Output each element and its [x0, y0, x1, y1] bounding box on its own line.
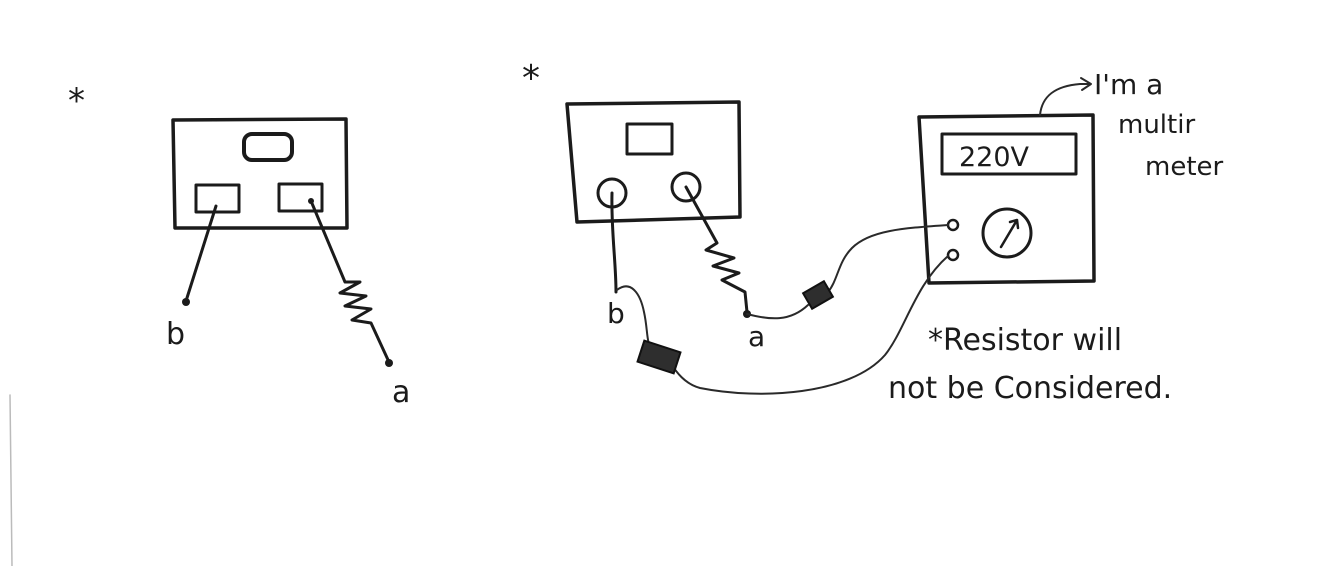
right-wire-b — [610, 191, 618, 294]
left-terminal-a-dot — [385, 359, 393, 367]
left-device-display — [242, 132, 294, 162]
right-sketch: * b a — [522, 58, 809, 353]
multimeter-dial-needle-icon — [999, 218, 1020, 249]
left-socket-b — [194, 183, 241, 214]
left-wire-a-resistor — [309, 199, 391, 364]
right-terminal-a-label: a — [748, 320, 765, 353]
multimeter-callout-line2: multir — [1118, 110, 1195, 140]
right-device-display — [625, 122, 674, 156]
multimeter-display — [940, 132, 1078, 176]
probe-lead-top — [827, 224, 949, 293]
note-line1: *Resistor will — [928, 323, 1122, 358]
multimeter-reading: 220V — [959, 142, 1030, 173]
probe-lead-bottom — [669, 255, 949, 395]
left-terminal-a-label: a — [392, 375, 410, 410]
right-socket-a — [670, 171, 702, 203]
left-sketch: * b a — [68, 81, 410, 410]
page-edge-line — [9, 394, 13, 566]
right-wire-a-resistor — [684, 185, 749, 314]
alligator-clip-b — [636, 339, 682, 375]
right-terminal-b-label: b — [607, 297, 625, 330]
multimeter-callout-line1: I'm a — [1094, 68, 1163, 101]
multimeter-dial — [981, 207, 1033, 259]
right-lead-a-to-clip — [746, 304, 809, 320]
left-terminal-b-label: b — [166, 317, 185, 352]
resistor-note: *Resistor will not be Considered. — [888, 323, 1172, 406]
probe-leads — [636, 224, 949, 395]
left-terminal-b-dot — [182, 298, 190, 306]
callout-arrow-icon — [1039, 77, 1092, 116]
right-device-box — [565, 100, 742, 224]
alligator-clip-a — [801, 279, 835, 311]
multimeter-socket-top — [946, 218, 960, 232]
multimeter-callout-line3: meter — [1145, 152, 1224, 182]
left-wire-b — [184, 204, 218, 303]
multimeter: 220V I'm a multir meter — [917, 68, 1224, 285]
multimeter-socket-bottom — [946, 248, 960, 262]
left-socket-a — [277, 182, 324, 213]
left-device-box — [171, 117, 349, 230]
left-asterisk-marker: * — [68, 81, 85, 121]
right-asterisk-marker: * — [522, 58, 540, 99]
note-line2: not be Considered. — [888, 371, 1172, 406]
